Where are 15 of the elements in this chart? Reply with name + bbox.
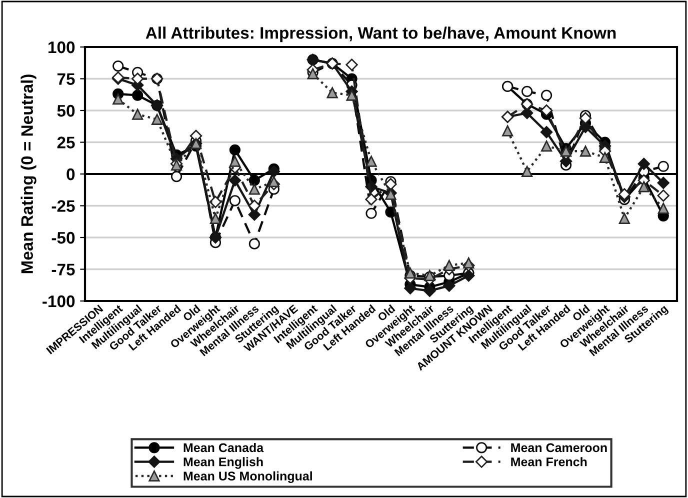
chart-title: All Attributes: Impression, Want to be/have, Amount Known <box>146 26 616 42</box>
legend-label: Mean US Monolingual <box>184 471 312 484</box>
y-tick-label: -25 <box>52 200 75 212</box>
y-axis-title: Mean Rating (0 = Neutral) <box>20 74 36 274</box>
y-tick-label: 50 <box>57 104 75 117</box>
legend-label: Mean Canada <box>184 442 264 452</box>
legend-label: Mean French <box>511 457 587 466</box>
y-tick-label: 0 <box>66 168 75 180</box>
y-tick-label: 25 <box>57 136 75 148</box>
y-tick-label: -50 <box>52 232 75 244</box>
y-tick-label: 75 <box>57 73 75 85</box>
legend-label: Mean Cameroon <box>511 443 607 452</box>
y-tick-label: -75 <box>52 264 75 276</box>
y-tick-label: 100 <box>48 41 75 54</box>
legend-label: Mean English <box>184 457 263 469</box>
